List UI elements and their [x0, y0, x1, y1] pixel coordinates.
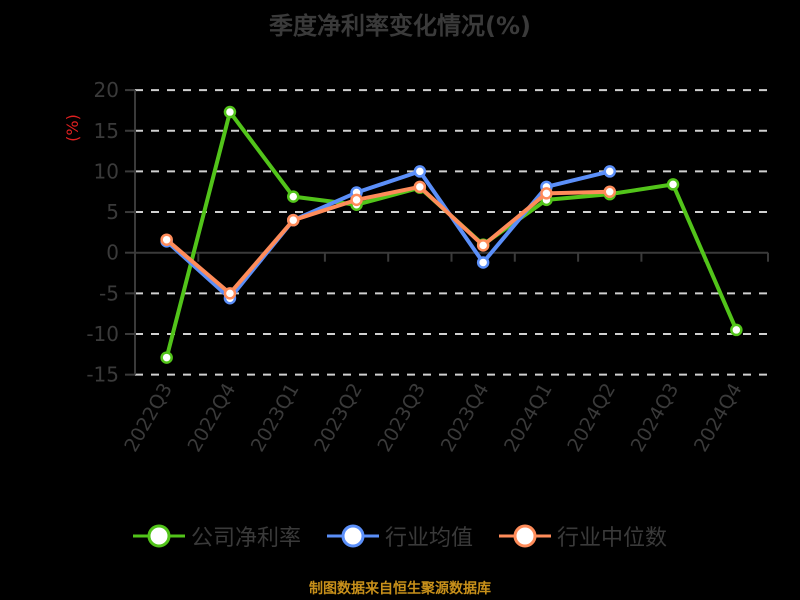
x-tick-label: 2024Q1	[500, 380, 557, 456]
legend-marker-icon	[326, 524, 379, 548]
data-point[interactable]	[603, 165, 616, 178]
legend-item[interactable]: 行业中位数	[499, 520, 667, 552]
gridlines	[135, 89, 768, 376]
x-tick-label: 2023Q2	[310, 380, 367, 456]
data-point[interactable]	[413, 165, 427, 178]
data-point[interactable]	[287, 190, 300, 203]
data-point[interactable]	[540, 187, 553, 200]
chart-title: 季度净利率变化情况(%)	[269, 12, 531, 40]
x-tick-label: 2024Q2	[563, 380, 620, 456]
data-point[interactable]	[413, 180, 427, 194]
x-tick-label: 2022Q3	[120, 380, 177, 456]
legend-label: 行业均值	[384, 526, 473, 551]
legend-label: 公司净利率	[190, 526, 301, 551]
y-tick-label: 15	[94, 119, 119, 143]
data-point[interactable]	[666, 178, 680, 191]
series-line	[164, 110, 739, 359]
legend-marker-icon	[132, 524, 185, 548]
data-point[interactable]	[160, 233, 173, 246]
legend: 公司净利率 行业均值 行业中位数	[0, 520, 800, 552]
data-point[interactable]	[223, 287, 237, 300]
data-point[interactable]	[476, 239, 490, 252]
y-tick-label: 0	[106, 241, 119, 265]
legend-item[interactable]: 公司净利率	[132, 520, 301, 552]
data-point[interactable]	[603, 185, 616, 198]
series-line	[165, 184, 610, 296]
data-point[interactable]	[730, 323, 743, 337]
x-tick-label: 2023Q3	[373, 380, 430, 456]
y-tick-label: -10	[86, 322, 119, 346]
data-point[interactable]	[223, 105, 237, 119]
x-tick-label: 2023Q1	[247, 380, 304, 456]
y-tick-label: 10	[94, 159, 119, 183]
y-tick-label: 5	[106, 200, 119, 224]
series-lines	[160, 105, 743, 364]
data-point[interactable]	[160, 351, 173, 364]
data-point[interactable]	[476, 256, 490, 269]
data-point[interactable]	[287, 213, 300, 227]
x-tick-label: 2024Q3	[627, 380, 684, 456]
legend-item[interactable]: 行业均值	[326, 520, 473, 552]
y-tick-label: -5	[99, 281, 119, 305]
series-1	[160, 165, 616, 305]
series-0	[160, 105, 743, 364]
legend-marker-icon	[499, 524, 551, 548]
source-note: 制图数据来自恒生聚源数据库	[309, 581, 491, 597]
x-tick-label: 2024Q4	[690, 380, 747, 456]
legend-label: 行业中位数	[557, 526, 668, 551]
data-point[interactable]	[350, 193, 363, 207]
y-tick-label: -15	[86, 363, 119, 387]
series-2	[160, 180, 616, 300]
y-axis-label: (%)	[63, 114, 82, 142]
y-tick-label: 20	[94, 78, 119, 102]
x-tick-label: 2023Q4	[437, 380, 494, 456]
x-tick-label: 2022Q4	[184, 380, 241, 456]
